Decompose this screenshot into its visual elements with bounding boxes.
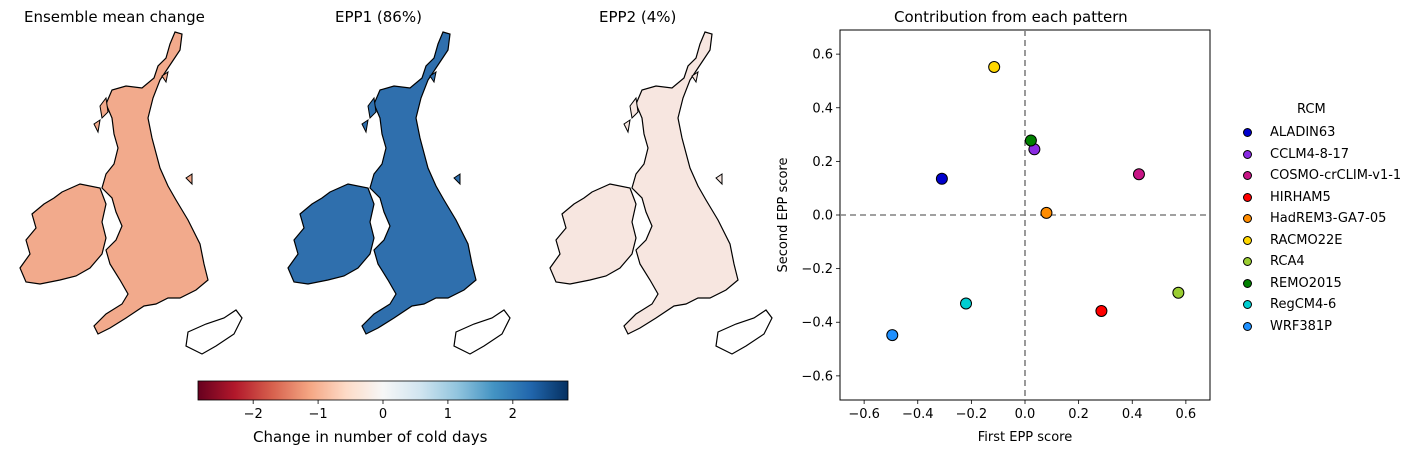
legend-item-hirham5: HIRHAM5 [1243, 187, 1401, 209]
colorbar-tick-label: 2 [509, 407, 517, 422]
x-tick-label: −0.6 [848, 407, 880, 422]
legend-marker [1243, 128, 1252, 138]
x-tick-label: 0.4 [1122, 407, 1143, 422]
colorbar-label: Change in number of cold days [253, 428, 488, 446]
legend-marker [1243, 300, 1252, 310]
legend-marker [1243, 235, 1252, 245]
data-points [886, 61, 1185, 342]
legend-label: RCA4 [1270, 254, 1305, 270]
legend-item-regcm4-6: RegCM4-6 [1243, 294, 1401, 316]
legend-marker [1243, 278, 1252, 288]
colorbar-tick-label: −1 [309, 407, 328, 422]
y-tick-label: 0.2 [812, 155, 833, 170]
map-title-epp1: EPP1 (86%) [335, 8, 422, 26]
legend-item-cclm4-8-17: CCLM4-8-17 [1243, 144, 1401, 166]
y-tick-label: −0.2 [801, 262, 833, 277]
legend-label: REMO2015 [1270, 275, 1342, 291]
point-wrf381p [886, 329, 899, 342]
x-axis-label: First EPP score [978, 430, 1072, 445]
ireland-shape [19, 183, 107, 285]
y-tick-label: 0.0 [812, 209, 833, 224]
ireland-shape [549, 183, 637, 285]
colorbar-ticks: −2 −1 0 1 2 [244, 400, 517, 422]
point-remo2015 [1024, 134, 1037, 147]
legend-marker [1243, 321, 1252, 331]
legend-marker [1243, 171, 1252, 181]
legend-item-rca4: RCA4 [1243, 251, 1401, 273]
legend-item-racmo22e: RACMO22E [1243, 230, 1401, 252]
legend-label: RegCM4-6 [1270, 297, 1337, 313]
colorbar-tick-label: 1 [444, 407, 452, 422]
legend: RCM ALADIN63 CCLM4-8-17 COSMO-crCLIM-v1-1 H… [1243, 102, 1401, 337]
legend-marker [1243, 192, 1252, 202]
islands-shape [361, 70, 461, 186]
islands-shape [623, 70, 723, 186]
point-cosmo-crclim-v1-1 [1132, 168, 1145, 181]
colorbar: −2 −1 0 1 2 [197, 380, 569, 422]
legend-marker [1243, 214, 1252, 224]
map-ensemble-mean [19, 31, 243, 355]
legend-item-aladin63: ALADIN63 [1243, 122, 1401, 144]
legend-label: HIRHAM5 [1270, 189, 1331, 205]
legend-item-cosmo-crclim-v1-1: COSMO-crCLIM-v1-1 [1243, 165, 1401, 187]
map-title-ensemble: Ensemble mean change [24, 8, 205, 26]
ireland-shape [287, 183, 375, 285]
x-tick-label: 0.6 [1176, 407, 1197, 422]
y-axis-ticks: −0.6 −0.4 −0.2 0.0 0.2 0.4 0.6 [801, 48, 840, 384]
x-tick-label: 0.2 [1068, 407, 1089, 422]
legend-items: ALADIN63 CCLM4-8-17 COSMO-crCLIM-v1-1 HIRHA… [1243, 122, 1401, 337]
colorbar-tick-label: −2 [244, 407, 263, 422]
y-tick-label: −0.6 [801, 369, 833, 384]
legend-item-wrf381p: WRF381P [1243, 316, 1401, 338]
y-axis-label: Second EPP score [776, 158, 791, 273]
legend-item-hadrem3-ga7-05: HadREM3-GA7-05 [1243, 208, 1401, 230]
map-epp1 [287, 31, 511, 355]
legend-item-remo2015: REMO2015 [1243, 273, 1401, 295]
legend-label: CCLM4-8-17 [1270, 146, 1350, 162]
reference-lines [840, 30, 1210, 400]
legend-label: HadREM3-GA7-05 [1270, 211, 1387, 227]
legend-marker [1243, 257, 1252, 267]
x-tick-label: −0.4 [902, 407, 934, 422]
x-tick-label: 0.0 [1015, 407, 1036, 422]
y-tick-label: −0.4 [801, 316, 833, 331]
legend-title: RCM [1297, 102, 1326, 117]
colorbar-gradient [197, 380, 569, 401]
legend-label: WRF381P [1270, 318, 1333, 334]
point-racmo22e [988, 61, 1001, 73]
islands-shape [93, 70, 193, 186]
legend-marker [1243, 149, 1252, 159]
map-title-epp2: EPP2 (4%) [599, 8, 677, 26]
chart-title: Contribution from each pattern [894, 8, 1128, 26]
x-axis-ticks: −0.6 −0.4 −0.2 0.0 0.2 0.4 0.6 [848, 400, 1196, 422]
point-hirham5 [1095, 304, 1108, 317]
point-hadrem3-ga7-05 [1040, 206, 1053, 219]
x-tick-label: −0.2 [956, 407, 988, 422]
point-rca4 [1172, 286, 1185, 299]
point-regcm4-6 [960, 297, 973, 310]
legend-label: COSMO-crCLIM-v1-1 [1270, 168, 1402, 184]
point-aladin63 [935, 172, 948, 185]
y-tick-label: 0.6 [812, 48, 833, 63]
colorbar-tick-label: 0 [379, 407, 387, 422]
legend-label: ALADIN63 [1270, 125, 1336, 141]
legend-label: RACMO22E [1270, 232, 1343, 248]
scatter-plot: −0.6 −0.4 −0.2 0.0 0.2 0.4 0.6 −0.6 −0.4 −0.2 0.0… [776, 29, 1211, 445]
y-tick-label: 0.4 [812, 101, 833, 116]
map-epp2 [549, 31, 773, 355]
